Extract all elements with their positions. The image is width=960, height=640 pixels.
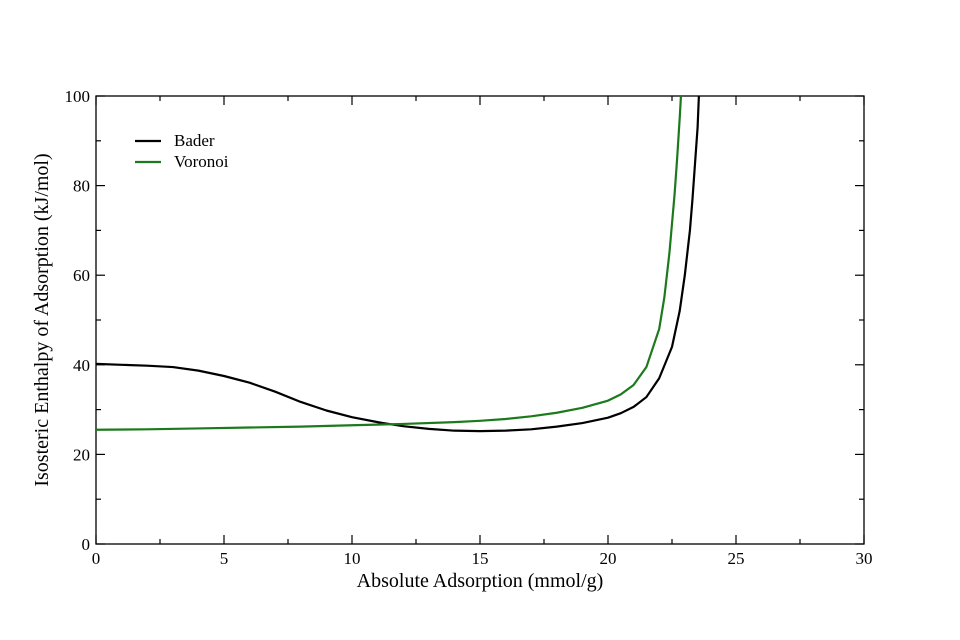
y-tick-label: 60 (73, 266, 90, 285)
x-axis-label: Absolute Adsorption (mmol/g) (357, 570, 604, 592)
x-tick-label: 5 (220, 549, 229, 568)
y-axis-label: Isosteric Enthalpy of Adsorption (kJ/mol… (31, 153, 53, 486)
x-tick-label: 10 (344, 549, 361, 568)
x-tick-label: 0 (92, 549, 101, 568)
x-tick-label: 15 (472, 549, 489, 568)
x-tick-label: 30 (856, 549, 873, 568)
y-tick-label: 20 (73, 445, 90, 464)
y-tick-label: 100 (65, 87, 91, 106)
legend-label-voronoi: Voronoi (174, 152, 229, 171)
y-tick-label: 40 (73, 356, 90, 375)
x-tick-label: 25 (728, 549, 745, 568)
series-line-voronoi (95, 95, 683, 431)
y-tick-label: 80 (73, 177, 90, 196)
series-line-bader (95, 95, 700, 433)
legend: Bader Voronoi (135, 131, 229, 171)
legend-label-bader: Bader (174, 131, 215, 150)
axis-ticks: 0 5 10 15 20 25 30 0 20 40 60 80 100 (65, 87, 873, 568)
y-tick-label: 0 (82, 535, 91, 554)
series-layer (95, 95, 700, 433)
x-tick-label: 20 (600, 549, 617, 568)
